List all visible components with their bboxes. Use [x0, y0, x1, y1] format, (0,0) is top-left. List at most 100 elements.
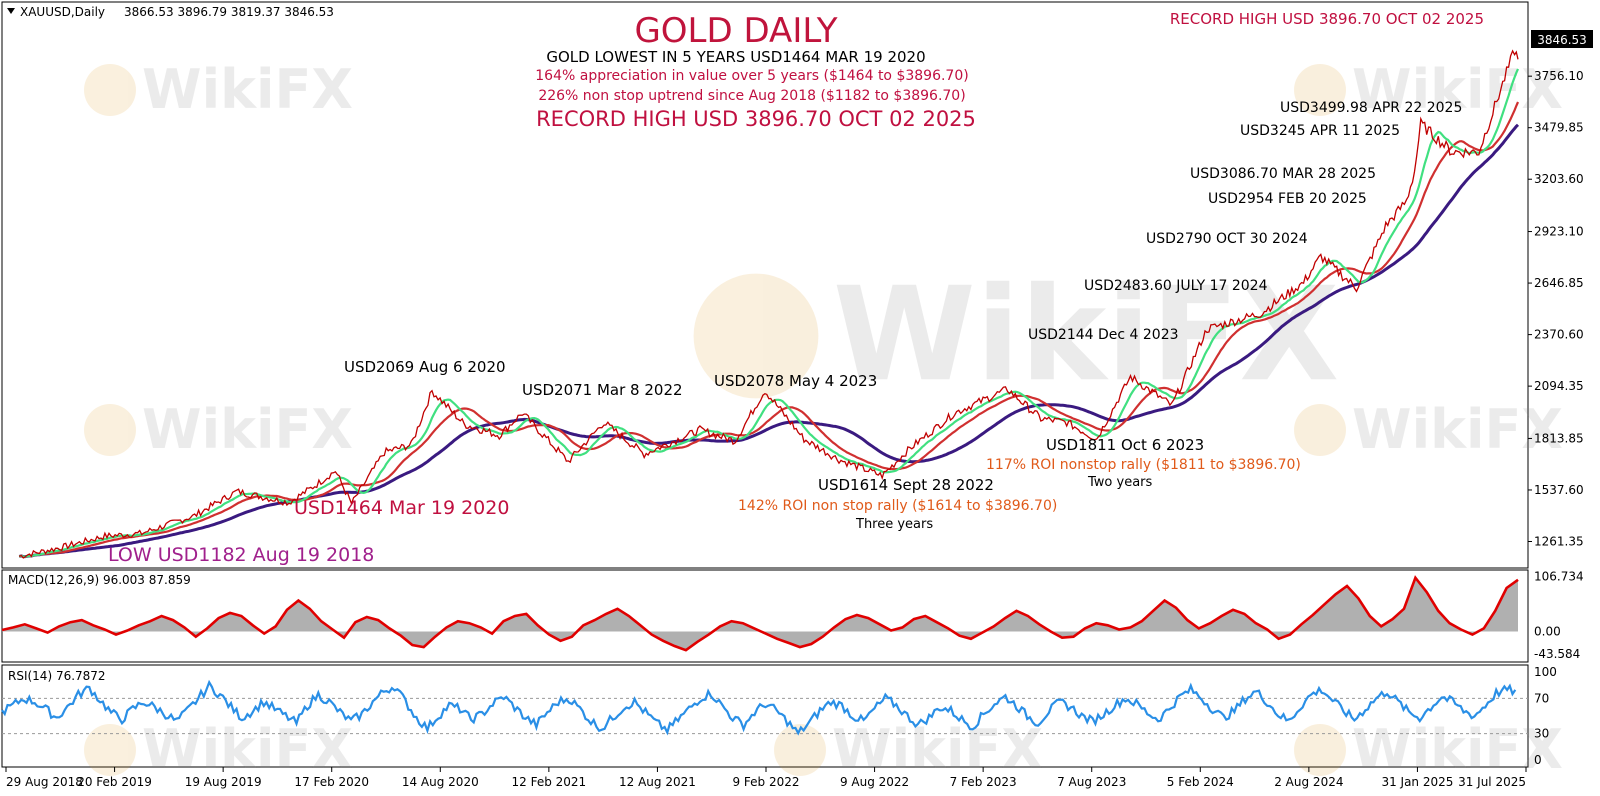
- macd-pane-frame: [1, 569, 1529, 663]
- macd-title: MACD(12,26,9) 96.003 87.859: [8, 573, 191, 587]
- rsi-tick-label: 0: [1534, 753, 1542, 767]
- price-tick-label: 1813.85: [1534, 431, 1584, 445]
- ma-mid-line: [18, 101, 1520, 558]
- current-price-badge-bg: [1531, 30, 1593, 48]
- annotation-usd3086: USD3086.70 MAR 28 2025: [1190, 166, 1376, 182]
- x-tick-label: 12 Aug 2021: [619, 775, 696, 789]
- x-tick-label: 31 Jul 2025: [1458, 775, 1526, 789]
- x-tick-label: 2 Aug 2024: [1274, 775, 1343, 789]
- watermark: WikiFX: [84, 398, 353, 461]
- watermark: WikiFX: [693, 259, 1339, 410]
- annotation-usd2144: USD2144 Dec 4 2023: [1028, 327, 1179, 343]
- x-tick-label: 9 Aug 2022: [840, 775, 909, 789]
- x-tick-label: 29 Aug 2018: [6, 775, 83, 789]
- annotation-three-years: Three years: [855, 517, 933, 532]
- annotation-usd2954: USD2954 FEB 20 2025: [1208, 191, 1367, 207]
- annotation-usd1464: USD1464 Mar 19 2020: [294, 497, 509, 519]
- annotation-usd2071: USD2071 Mar 8 2022: [522, 381, 683, 399]
- price-tick-label: 2094.35: [1534, 379, 1584, 393]
- price-tick-label: 2646.85: [1534, 276, 1584, 290]
- rsi-line: [1, 679, 1517, 736]
- price-axis: 3756.10 3479.85 3203.60 2923.10 2646.85 2370.…: [1528, 69, 1584, 548]
- subtitle-record: RECORD HIGH USD 3896.70 OCT 02 2025: [536, 107, 976, 131]
- x-tick-label: 17 Feb 2020: [294, 775, 369, 789]
- annotation-usd3245: USD3245 APR 11 2025: [1240, 123, 1400, 139]
- x-tick-label: 5 Feb 2024: [1167, 775, 1234, 789]
- x-tick-label: 9 Feb 2022: [732, 775, 799, 789]
- annotation-roi-142: 142% ROI non stop rally ($1614 to $3896.…: [738, 498, 1057, 514]
- chart-title: GOLD DAILY: [634, 11, 837, 51]
- price-tick-label: 2923.10: [1534, 225, 1584, 239]
- x-tick-label: 20 Feb 2019: [77, 775, 152, 789]
- rsi-pane-frame: [1, 664, 1529, 768]
- current-price-label: 3846.53: [1537, 33, 1587, 47]
- subtitle-appreciation: 164% appreciation in value over 5 years …: [535, 68, 968, 84]
- watermark-text: WikiFX: [142, 398, 353, 461]
- watermark: WikiFX: [84, 718, 353, 781]
- ohlc-values: 3866.53 3896.79 3819.37 3846.53: [124, 5, 334, 19]
- price-pane-frame: [1, 1, 1529, 569]
- macd-tick-label: -43.584: [1534, 647, 1580, 661]
- price-tick-label: 2370.60: [1534, 328, 1584, 342]
- x-tick-label: 14 Aug 2020: [402, 775, 479, 789]
- ma-slow-line: [18, 123, 1520, 559]
- dropdown-arrow-icon[interactable]: [7, 8, 15, 14]
- watermark: WikiFX: [1294, 718, 1563, 781]
- price-tick-label: 1537.60: [1534, 483, 1584, 497]
- watermark: WikiFX: [1294, 58, 1563, 121]
- x-tick-label: 19 Aug 2019: [185, 775, 262, 789]
- price-annotations: USD2069 Aug 6 2020 USD2071 Mar 8 2022 US…: [108, 100, 1462, 566]
- annotation-usd3499: USD3499.98 APR 22 2025: [1280, 100, 1462, 116]
- annotation-usd1811: USD1811 Oct 6 2023: [1046, 436, 1204, 454]
- subtitle-lowest: GOLD LOWEST IN 5 YEARS USD1464 MAR 19 20…: [546, 48, 925, 66]
- annotation-usd2790: USD2790 OCT 30 2024: [1146, 231, 1308, 247]
- x-tick-label: 31 Jan 2025: [1381, 775, 1453, 789]
- record-high-top: RECORD HIGH USD 3896.70 OCT 02 2025: [1170, 10, 1484, 28]
- macd-tick-label: 0.00: [1534, 625, 1561, 639]
- watermark-text: WikiFX: [832, 718, 1043, 781]
- rsi-tick-label: 100: [1534, 665, 1557, 679]
- watermark-text: WikiFX: [142, 58, 353, 121]
- price-series-layer: [18, 49, 1520, 559]
- macd-signal-line: [1, 575, 1519, 652]
- x-tick-label: 7 Aug 2023: [1057, 775, 1126, 789]
- current-price-badge: 3846.53: [1531, 30, 1593, 48]
- watermark: WikiFX: [774, 718, 1043, 781]
- annotation-usd2069: USD2069 Aug 6 2020: [344, 358, 506, 376]
- macd-layer: 106.734 0.00 -43.584: [1, 569, 1584, 661]
- watermark-text: WikiFX: [1352, 718, 1563, 781]
- watermark: WikiFX: [84, 58, 353, 121]
- watermark: WikiFX: [1294, 398, 1563, 461]
- price-tick-label: 3479.85: [1534, 121, 1584, 135]
- price-tick-label: 1261.35: [1534, 534, 1584, 548]
- price-tick-label: 3756.10: [1534, 69, 1584, 83]
- annotation-two-years: Two years: [1087, 475, 1153, 490]
- watermark-text: WikiFX: [142, 718, 353, 781]
- watermark-text: WikiFX: [1352, 398, 1563, 461]
- rsi-tick-label: 70: [1534, 691, 1549, 705]
- annotation-roi-117: 117% ROI nonstop rally ($1811 to $3896.7…: [986, 457, 1301, 473]
- annotation-usd1614: USD1614 Sept 28 2022: [818, 476, 994, 494]
- x-tick-label: 12 Feb 2021: [512, 775, 587, 789]
- symbol-header[interactable]: XAUUSD,Daily 3866.53 3896.79 3819.37 384…: [7, 5, 334, 19]
- watermark-text: WikiFX: [1352, 58, 1563, 121]
- watermark-text: WikiFX: [833, 259, 1339, 410]
- subtitle-uptrend: 226% non stop uptrend since Aug 2018 ($1…: [538, 88, 965, 104]
- x-tick-label: 7 Feb 2023: [950, 775, 1017, 789]
- rsi-title: RSI(14) 76.7872: [8, 669, 106, 683]
- annotation-usd2483: USD2483.60 JULY 17 2024: [1084, 278, 1268, 294]
- price-tick-label: 3203.60: [1534, 172, 1584, 186]
- rsi-layer: 100 70 30 0: [1, 665, 1557, 767]
- macd-tick-label: 106.734: [1534, 569, 1584, 583]
- symbol-label: XAUUSD,Daily: [20, 5, 105, 19]
- macd-histogram: [2, 577, 1518, 651]
- rsi-tick-label: 30: [1534, 727, 1549, 741]
- annotation-usd2078: USD2078 May 4 2023: [714, 372, 877, 390]
- price-line: [18, 49, 1519, 559]
- annotation-low-1182: LOW USD1182 Aug 19 2018: [108, 544, 374, 566]
